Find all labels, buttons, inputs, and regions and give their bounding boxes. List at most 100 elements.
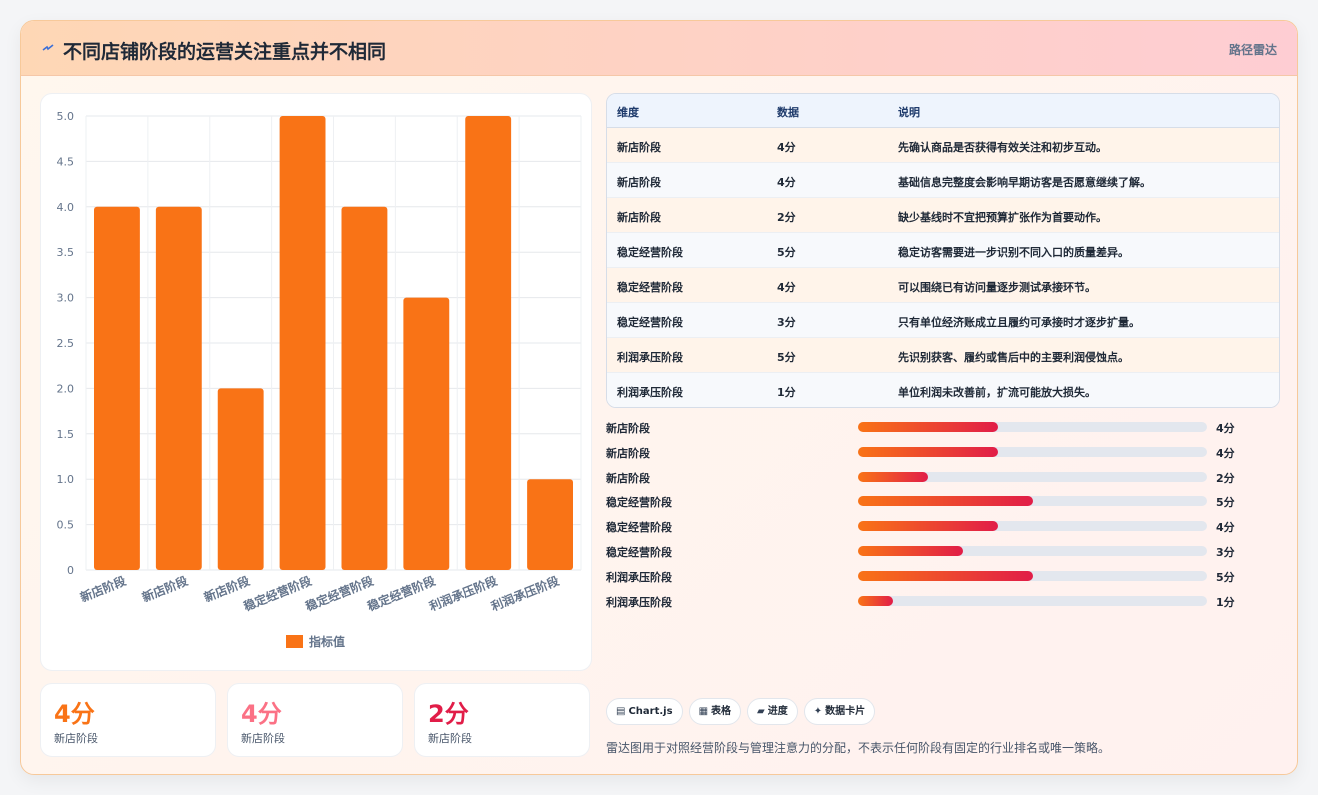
progress-value: 2分 (1216, 471, 1235, 485)
kpi-card: 4分新店阶段 (227, 683, 403, 757)
progress-fill (858, 496, 1033, 507)
progress-value: 4分 (1216, 521, 1235, 535)
bar (341, 206, 388, 571)
bar-chart: 00.51.01.52.02.53.03.54.04.55.0新店阶段 新店阶段新… (57, 110, 582, 649)
y-tick-label: 2.0 (57, 382, 75, 395)
progress-row: 利润承压阶段 1分 (606, 592, 1266, 612)
bar (217, 388, 264, 570)
progress-value: 4分 (1216, 422, 1235, 435)
chip-label: 数据卡片 (825, 706, 866, 717)
legend-swatch (286, 635, 303, 648)
cell-data: 4分 (777, 176, 796, 189)
progress-icon: ▰ (757, 706, 765, 717)
progress-value: 5分 (1216, 496, 1235, 510)
card-header: 不同店铺阶段的运营关注重点并不相同 路径雷达 (21, 21, 1297, 76)
progress-track (858, 496, 1207, 507)
chip-label: 表格 (711, 706, 732, 717)
chip-数据卡片[interactable]: ✦ 数据卡片 (803, 698, 876, 725)
cell-description: 基础信息完整度会影响早期访客是否愿意继续了解。 (898, 176, 1151, 189)
progress-value: 3分 (1216, 546, 1235, 559)
kpi-card: 2分 新店阶段 (414, 683, 590, 757)
cell-data: 4分 (777, 141, 796, 154)
progress-row: 新店阶段 4分 (606, 443, 1266, 463)
cell-data: 5分 (777, 246, 796, 259)
progress-row: 稳定经营阶段 3分 (606, 542, 1266, 562)
y-tick-label: 1.0 (57, 473, 75, 486)
x-tick-label: 新店阶段 (140, 573, 191, 605)
progress-fill (858, 422, 998, 432)
y-tick-label: 1.5 (57, 428, 75, 441)
kpi-card: 4分 新店阶段 (40, 683, 216, 757)
progress-value: 4分 (1216, 446, 1235, 460)
data-table: 维度 数据 说明 新店阶段 4分 先确认商品是否获得有效关注和初步互动。 新店阶段 4分… (606, 93, 1280, 408)
progress-label: 稳定经营阶段 (606, 521, 672, 535)
cell-dimension: 新店阶段 (617, 176, 661, 189)
bar-chart-panel: 0 0.5 1.0 1.5 2.0 2.5 3.0 3.5 4.0 4.5 5.0 新店阶段 新店阶段新… (40, 93, 592, 671)
x-tick-label: 稳定经营阶段 (365, 573, 438, 614)
chip-进度[interactable]: ▰ 进度 (747, 698, 798, 725)
table-row: 新店阶段 4分 先确认商品是否获得有效关注和初步互动。 (607, 128, 1279, 163)
cell-dimension: 新店阶段 (617, 211, 661, 224)
progress-label: 稳定经营阶段 (606, 546, 672, 559)
progress-value: 5分 (1216, 570, 1235, 584)
chip-label: Chart.js (628, 706, 673, 717)
y-tick-label: 0 (67, 564, 74, 577)
progress-label: 新店阶段 (606, 422, 650, 435)
cell-dimension: 稳定经营阶段 (617, 316, 683, 329)
x-tick-label: 新店阶段 (78, 573, 129, 605)
progress-fill (858, 595, 893, 606)
cell-dimension: 利润承压阶段 (617, 351, 683, 364)
table-row: 稳定经营阶段 3分 只有单位经济账成立且履约可承接时才逐步扩量。 (607, 303, 1279, 338)
progress-label: 利润承压阶段 (606, 595, 672, 609)
page-title: 不同店铺阶段的运营关注重点并不相同 (63, 41, 387, 63)
kpi-label: 新店阶段 (54, 732, 98, 745)
cell-description: 稳定访客需要进一步识别不同入口的质量差异。 (898, 246, 1129, 259)
y-tick-label: 4.0 (57, 201, 75, 214)
progress-value: 1分 (1216, 595, 1235, 609)
cell-description: 缺少基线时不宜把预算扩张作为首要动作。 (898, 211, 1107, 224)
bar (155, 206, 202, 571)
table-row: 稳定经营阶段 5分 稳定访客需要进一步识别不同入口的质量差异。 (607, 233, 1279, 268)
table-row: 利润承压阶段 1分 单位利润未改善前，扩流可能放大损失。 (607, 373, 1279, 407)
cell-data: 4分 (777, 281, 796, 294)
x-tick-label: 稳定经营阶段 (303, 573, 376, 614)
sparkle-icon (42, 44, 54, 51)
footnote: 雷达图用于对照经营阶段与管理注意力的分配，不表示任何阶段有固定的行业排名或唯一策… (606, 741, 1111, 755)
tech-chips: ▤ Chart.js ▦ 表格 ▰ 进度 ✦ 数据卡片 (606, 698, 881, 726)
cell-description: 先识别获客、履约或售后中的主要利润侵蚀点。 (898, 351, 1129, 364)
cell-description: 可以围绕已有访问量逐步测试承接环节。 (898, 281, 1096, 294)
progress-label: 新店阶段 (606, 446, 650, 460)
main-card: 不同店铺阶段的运营关注重点并不相同 路径雷达 0 0.5 1.0 1.5 2.0 2.5 3… (20, 20, 1298, 775)
x-tick-label: 利润承压阶段 (489, 573, 562, 614)
kpi-label: 新店阶段 (241, 732, 285, 745)
kpi-value: 2分 (428, 700, 469, 728)
y-tick-label: 3.0 (57, 292, 75, 305)
progress-row: 新店阶段 4分 (606, 418, 1266, 438)
progress-row: 稳定经营阶段 5分 (606, 492, 1266, 512)
progress-track (858, 595, 1207, 606)
chip-label: 进度 (767, 706, 788, 717)
cell-dimension: 利润承压阶段 (617, 386, 683, 399)
cell-data: 5分 (777, 351, 796, 364)
y-tick-label: 3.5 (57, 246, 75, 259)
chip-表格[interactable]: ▦ 表格 (688, 698, 742, 725)
progress-fill (858, 521, 998, 532)
table-row: 新店阶段 4分 基础信息完整度会影响早期访客是否愿意继续了解。 (607, 163, 1279, 198)
table-icon: ▦ (698, 706, 709, 717)
column-header-dimension: 维度 (617, 106, 639, 119)
progress-label: 稳定经营阶段 (606, 496, 672, 510)
y-tick-label: 0.5 (57, 519, 75, 532)
progress-track (858, 521, 1207, 532)
column-header-description: 说明 (898, 106, 920, 119)
kpi-value: 4分 (241, 700, 282, 728)
y-tick-label: 5.0 (57, 110, 75, 123)
progress-label: 新店阶段 (606, 471, 650, 485)
chip-Chart.js[interactable]: ▤ Chart.js (606, 698, 683, 725)
bar (527, 479, 573, 570)
cell-description: 先确认商品是否获得有效关注和初步互动。 (898, 141, 1107, 154)
cell-dimension: 稳定经营阶段 (617, 281, 683, 294)
y-tick-label: 2.5 (57, 337, 75, 350)
progress-fill (858, 546, 963, 556)
cell-description: 单位利润未改善前，扩流可能放大损失。 (898, 386, 1096, 399)
progress-track (858, 546, 1207, 556)
